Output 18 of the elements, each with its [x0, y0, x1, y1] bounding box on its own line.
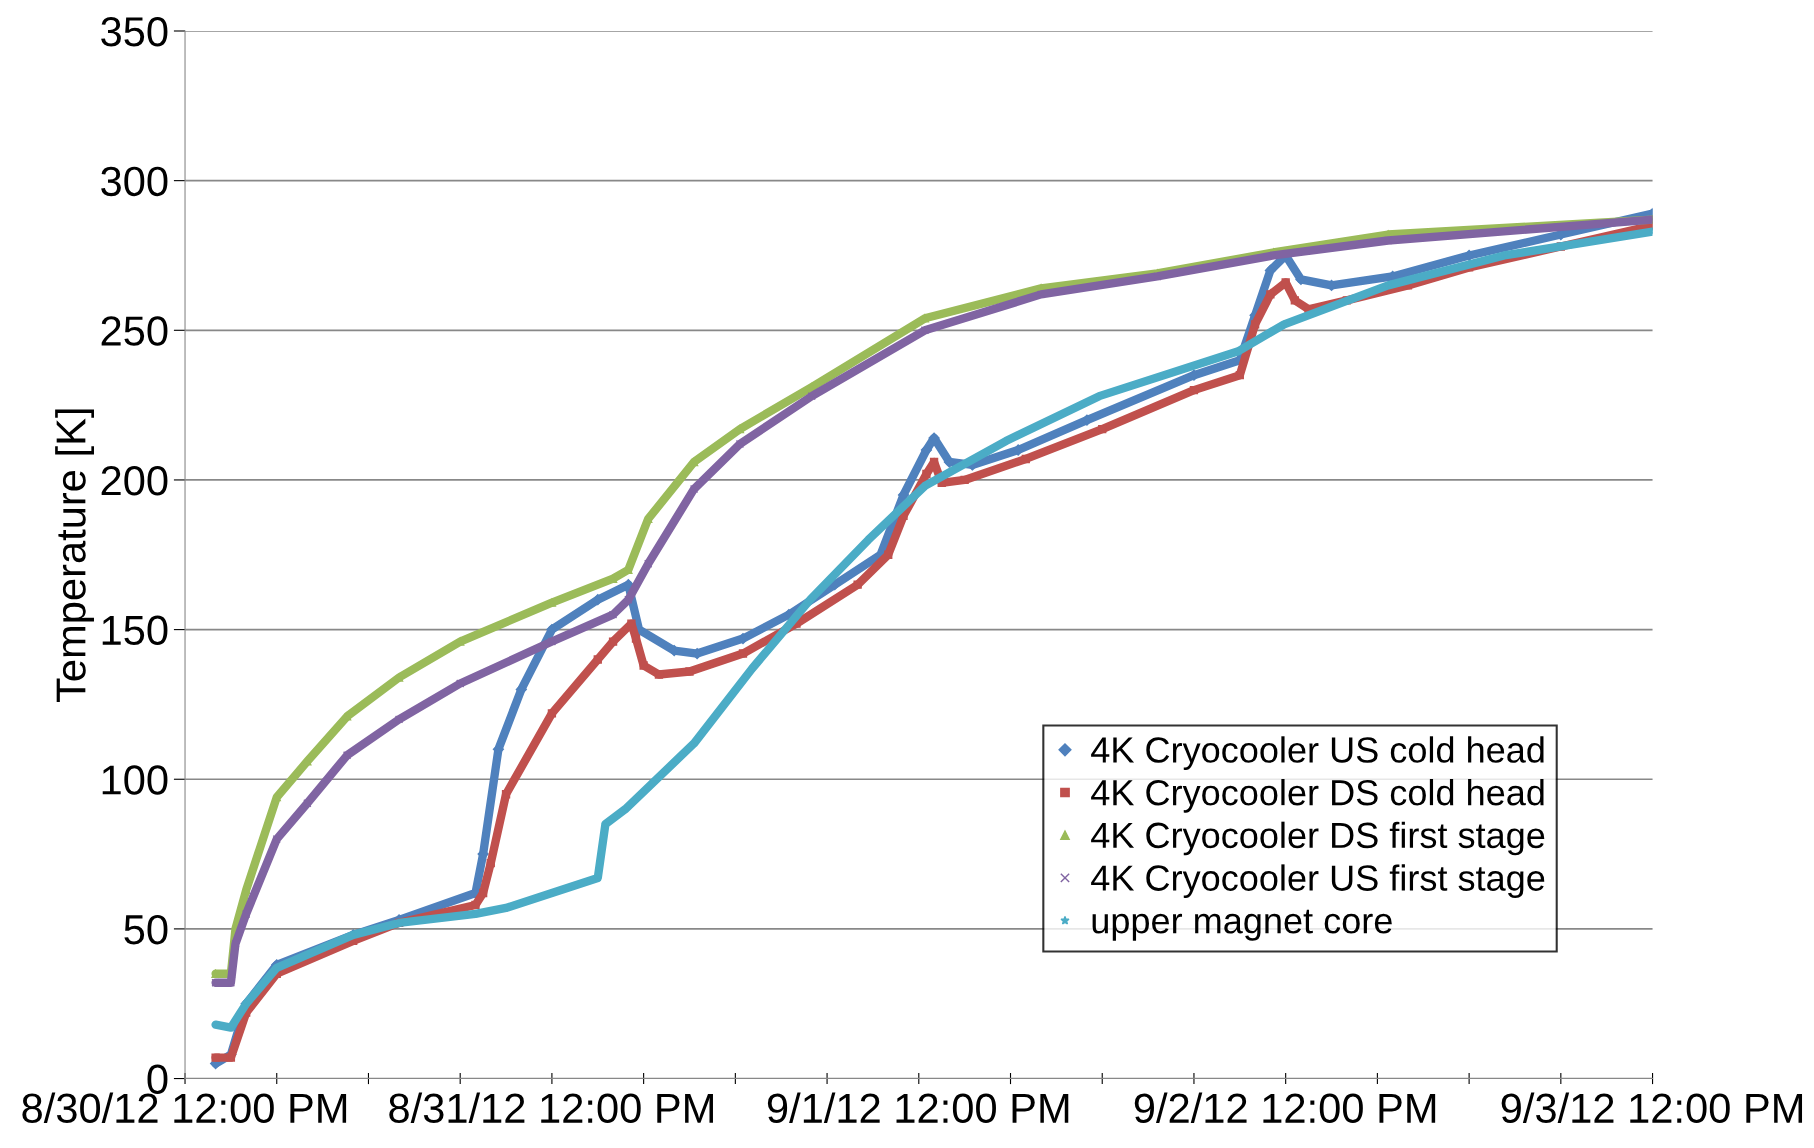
y-tick-label: 50	[124, 914, 168, 945]
legend-label: 4K Cryocooler US cold head	[1091, 736, 1544, 770]
legend-label: 4K Cryocooler DS first stage	[1091, 821, 1545, 856]
y-tick-label: 200	[101, 465, 168, 496]
y-tick-label: 150	[102, 615, 168, 646]
y-tick-label: 0	[147, 1064, 168, 1095]
y-tick-label: 250	[101, 316, 168, 346]
y-tick-label: 300	[101, 166, 168, 197]
y-axis-title: Temperature [K]	[55, 409, 94, 703]
x-tick-label: 9/1/12 12:00 PM	[767, 1092, 1069, 1124]
legend-label: upper magnet core	[1092, 909, 1392, 941]
legend-label: 4K Cryocooler US first stage	[1091, 864, 1545, 899]
x-tick-label: 9/2/12 12:00 PM	[1134, 1092, 1436, 1124]
x-tick-label: 8/31/12 12:00 PM	[389, 1092, 713, 1124]
y-tick-label: 350	[101, 17, 168, 47]
legend-label: 4K Cryocooler DS cold head	[1091, 778, 1544, 813]
y-tick-label: 100	[102, 765, 168, 795]
x-tick-label: 9/3/12 12:00 PM	[1501, 1092, 1803, 1124]
